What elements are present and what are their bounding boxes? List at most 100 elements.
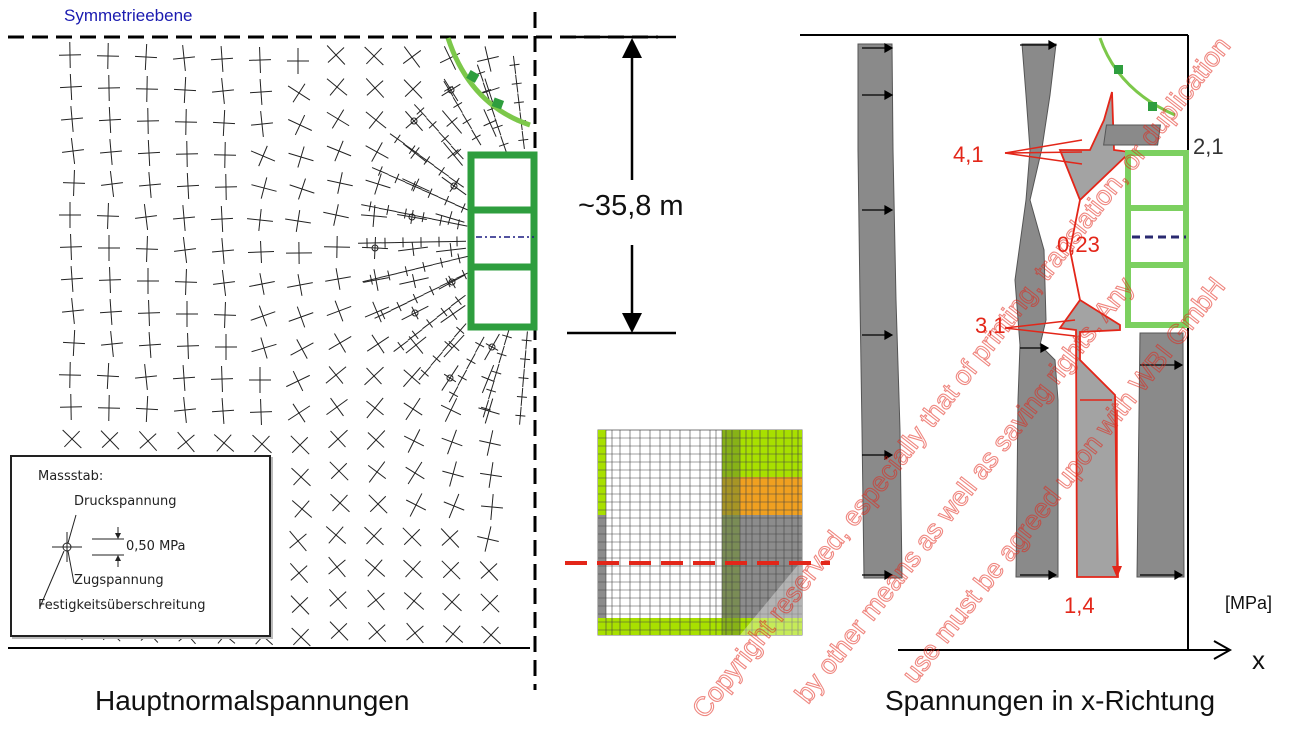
stress-cross-line [445,196,449,205]
stress-cross-line [413,294,417,303]
stress-cross-line [517,396,527,397]
stress-cross-line [381,310,385,319]
stress-cross-line [403,50,421,63]
stress-cross-line [329,527,343,544]
stress-cross-line [259,306,266,327]
stress-cross-line [444,594,459,610]
stress-cross-line [518,139,528,140]
stress-cross-line [99,280,121,281]
stress-cross-line [214,315,236,316]
stress-cross-line [442,438,463,446]
stress-cross-line [368,465,386,478]
stress-cross-line [444,502,464,510]
stress-cross-line [138,152,160,153]
left-caption: Hauptnormalspannungen [95,685,409,717]
stress-cross-line [463,119,472,124]
stress-cross-line [369,625,385,640]
stress-value-2-1: 2,1 [1193,134,1224,160]
stress-cross-line [375,174,382,195]
stress-cross-line [136,408,158,409]
stress-cross-line [177,185,199,186]
stress-cross-line [439,167,445,175]
stress-cross-line [293,404,305,422]
stress-cross-line [293,371,303,391]
x-axis-label: x [1252,645,1265,676]
stress-cross-line [290,534,307,548]
stress-cross-line [462,270,466,279]
stress-cross-line [177,346,199,347]
stress-cross-line [405,561,420,577]
stress-cross-line [404,370,421,385]
stress-cross-line [514,102,524,103]
stress-cross-line [261,337,267,358]
stress-cross-line [335,301,343,322]
stress-cross-line [329,560,346,574]
stress-cross-line [404,436,424,446]
stress-cross-line [447,117,458,126]
stress-cross-line [369,111,383,128]
stress-cross-line [412,181,416,190]
stress-cross-line [478,408,499,414]
stress-value-0-23: 0,23 [1057,232,1100,258]
stress-cross-line [211,379,233,380]
stress-cross-line [484,120,497,126]
stress-cross-line [378,166,382,175]
stress-cross-line [178,435,195,449]
stress-cross-line [449,392,458,397]
unit-label: [MPa] [1225,593,1272,614]
stress-cross-line [486,344,498,351]
stress-cross-line [482,376,495,381]
stress-cross-line [372,142,383,161]
stress-cross-line [297,339,307,358]
stress-cross-line [330,431,345,447]
stress-cross-line [299,179,306,200]
dimension-arrowhead-top [622,38,642,58]
stress-cross-line [297,307,304,328]
stress-cross-line [430,286,434,295]
stress-cross-line [520,359,530,360]
green-frame-right [1128,153,1186,325]
stress-cross-line [458,375,467,380]
stress-cross-line [483,627,498,643]
stress-cross-line [366,401,383,415]
stress-cross-line [250,412,272,413]
stress-cross-line [373,302,382,322]
dimension-arrow [567,37,676,333]
stress-cross-line [293,84,305,102]
stress-cross-line [135,56,157,57]
stress-cross-line [97,375,119,376]
tunnel-arc-left [448,38,530,125]
stress-cross-line [409,336,423,353]
stress-cross-line [441,405,461,415]
stress-cross-line [136,249,158,250]
stress-cross-line [249,60,271,61]
stress-cross-line [368,560,382,577]
stress-cross-line [332,495,347,511]
stress-cross-line [406,500,426,510]
stress-cross-line [291,566,307,581]
stress-cross-line [442,471,463,477]
symmetry-plane-label: Symmetrieebene [64,6,193,26]
stress-cross-line [60,247,82,248]
stress-cross-line [512,83,522,84]
stress-cross-line [475,342,484,347]
stress-cross-line [175,282,197,283]
arc-marker-right-1 [1114,65,1123,74]
stress-cross-line [407,626,424,640]
green-frame-left [471,155,534,327]
stress-cross-line [407,593,421,610]
stress-cross-line [211,218,233,219]
stress-cross-line [519,378,529,379]
stress-cross-line [441,308,447,316]
stress-cross-line [174,89,196,90]
stress-cross-line [522,340,532,341]
stress-value-4-1: 4,1 [953,142,984,168]
stress-cross-line [138,313,160,314]
stress-cross-line [63,183,85,184]
stress-cross-line [412,331,418,339]
stress-cross-line [481,563,497,578]
stress-cross-line [366,528,381,544]
stress-cross-line [63,342,85,343]
stress-cross-line [442,530,458,545]
